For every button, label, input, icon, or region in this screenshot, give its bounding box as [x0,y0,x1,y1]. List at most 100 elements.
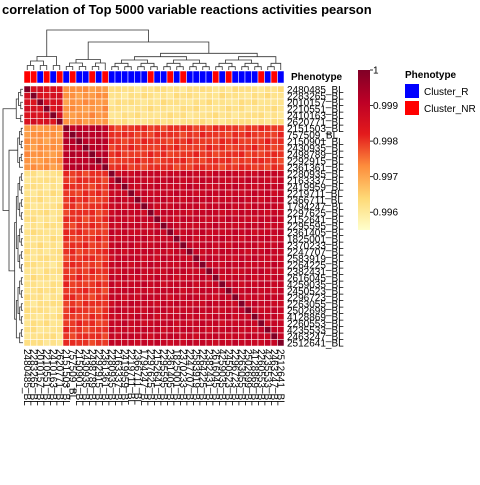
heatmap-cell [238,105,246,113]
heatmap-cell [270,248,278,256]
heatmap-cell [277,313,285,321]
heatmap-cell [36,300,44,308]
row-label: 4235533_BL [287,325,344,336]
heatmap-cell [277,261,285,269]
dendrogram-branch [30,60,44,66]
row-label: 2297625_BL [287,208,344,219]
heatmap-cell [147,254,155,262]
heatmap-cell [199,131,207,139]
heatmap-cell [140,157,148,165]
heatmap-cell [140,124,148,132]
heatmap-cell [244,332,252,340]
heatmap-cell [225,105,233,113]
heatmap-cell [270,319,278,327]
heatmap-cell [108,196,116,204]
heatmap-cell [88,202,96,210]
legend-title: Phenotype [405,70,457,81]
heatmap-cell [160,274,168,282]
heatmap-cell [134,228,142,236]
heatmap-cell [173,92,181,100]
heatmap-cell [140,248,148,256]
heatmap-cell [212,209,220,217]
annotation-cell [153,70,161,84]
heatmap-cell [95,254,103,262]
heatmap-cell [173,209,181,217]
heatmap-cell [153,105,161,113]
heatmap-cell [101,339,109,347]
heatmap-cell [88,293,96,301]
heatmap-cell [257,319,265,327]
heatmap-cell [88,170,96,178]
heatmap-cell [23,293,31,301]
heatmap-cell [179,85,187,93]
heatmap-cell [108,280,116,288]
heatmap-cell [95,241,103,249]
heatmap-cell [199,332,207,340]
dendrogram-branch [215,66,223,70]
heatmap-cell [62,144,70,152]
heatmap-cell [244,196,252,204]
heatmap-cell [244,306,252,314]
heatmap-cell [251,274,259,282]
heatmap-cell [62,215,70,223]
heatmap-cell [56,202,64,210]
heatmap-cell [62,274,70,282]
heatmap-cell [49,306,57,314]
heatmap-cell [205,137,213,145]
dendrogram-branch [19,202,22,217]
heatmap-cell [264,163,272,171]
heatmap-cell [121,209,129,217]
column-label: 2583919_BL [190,349,201,406]
heatmap-cell [23,163,31,171]
heatmap-cell [82,287,90,295]
heatmap-cell [23,92,31,100]
row-label: 2247707_BL [287,247,344,258]
heatmap-cell [121,254,129,262]
heatmap-cell [192,163,200,171]
heatmap-cell [95,319,103,327]
heatmap-cell [244,280,252,288]
heatmap-cell [147,306,155,314]
heatmap-cell [257,274,265,282]
heatmap-cell [173,183,181,191]
heatmap-cell [218,228,226,236]
column-dendrogram [26,29,282,70]
heatmap-cell [238,332,246,340]
heatmap-cell [36,157,44,165]
heatmap-cell [186,131,194,139]
heatmap-cell [186,235,194,243]
heatmap-cell [140,261,148,269]
dendrogram-branch [19,306,22,321]
dendrogram-branch [91,66,100,70]
heatmap-cell [160,209,168,217]
heatmap-cell [212,176,220,184]
heatmap-cell [69,150,77,158]
heatmap-cell [277,228,285,236]
heatmap-cell [121,176,129,184]
dendrogram-branch [163,66,171,70]
heatmap-cell [186,137,194,145]
heatmap-cell [225,280,233,288]
heatmap-cell [23,144,31,152]
heatmap-cell [231,280,239,288]
heatmap-cell [277,157,285,165]
heatmap-cell [173,150,181,158]
heatmap-cell [231,137,239,145]
heatmap-cell [160,300,168,308]
heatmap-cell [218,267,226,275]
row-label: 757509_BL [287,130,339,141]
heatmap-cell [56,111,64,119]
heatmap-cell [75,189,83,197]
heatmap-cell [23,306,31,314]
column-label: 2152641_BL [151,349,162,406]
annotation-cell [205,70,213,84]
row-label: 2361405_BL [287,228,344,239]
heatmap-cell [140,280,148,288]
heatmap-cell [218,189,226,197]
heatmap-cell [101,235,109,243]
dendrogram-branch [19,176,22,191]
heatmap-cell [75,306,83,314]
heatmap-cell [179,183,187,191]
heatmap-cell [62,241,70,249]
heatmap-cell [277,326,285,334]
